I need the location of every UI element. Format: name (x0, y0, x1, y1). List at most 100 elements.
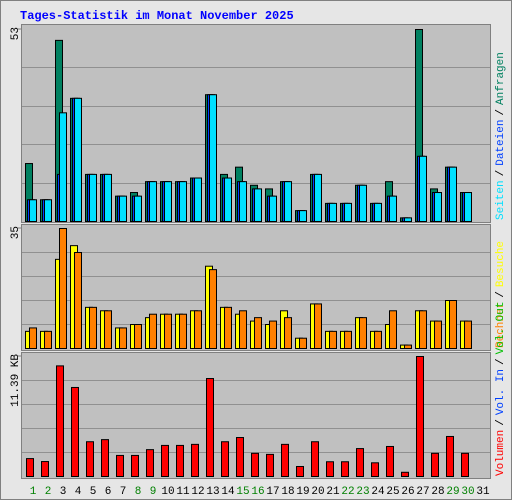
legend-entry: Seiten (495, 180, 507, 220)
bar (104, 310, 112, 349)
bar (464, 320, 472, 350)
bar (149, 181, 157, 222)
bar (284, 317, 292, 349)
x-tick-label: 24 (371, 486, 385, 498)
bar (416, 356, 424, 477)
bar (431, 452, 439, 478)
bar (206, 378, 214, 477)
bar (434, 320, 442, 350)
bar (461, 452, 469, 478)
bar (359, 317, 367, 349)
bar (314, 173, 322, 222)
bar (419, 155, 427, 222)
bar (224, 306, 232, 350)
bar (74, 252, 82, 349)
bar (311, 441, 319, 478)
bar (221, 441, 229, 478)
legend-entry: Vol. Out (495, 302, 507, 355)
bar (281, 443, 289, 477)
bar (161, 444, 169, 477)
bar (104, 173, 112, 222)
legend-entry: Anfragen (495, 52, 507, 105)
x-tick-label: 22 (341, 486, 354, 498)
x-tick-label: 15 (236, 486, 249, 498)
bar (404, 217, 412, 223)
legend: Volumen / Vol. In / Vol. Out (495, 302, 507, 476)
bar (329, 202, 337, 223)
bar (101, 439, 109, 477)
x-tick-label: 2 (45, 486, 52, 498)
legend-entry: Besuche (495, 241, 507, 287)
bar (194, 310, 202, 349)
bar (164, 313, 172, 350)
bar (269, 195, 277, 222)
legend: Rechner / Besuche (495, 241, 507, 348)
bar (86, 441, 94, 478)
bar (341, 461, 349, 477)
legend-entry: Vol. In (495, 369, 507, 415)
bar (464, 192, 472, 223)
bar (89, 306, 97, 350)
x-tick-label: 19 (296, 486, 309, 498)
x-tick-label: 27 (416, 486, 429, 498)
bar (239, 181, 247, 222)
legend-separator: / (495, 291, 507, 298)
bar (329, 330, 337, 350)
x-tick-label: 5 (90, 486, 97, 498)
bar (344, 202, 352, 223)
bar (326, 461, 334, 477)
bar (149, 313, 157, 350)
legend-entry: Rechner (495, 302, 507, 348)
bar (374, 330, 382, 350)
bar (191, 443, 199, 477)
legend-entry: Dateien (495, 120, 507, 166)
x-tick-label: 23 (356, 486, 369, 498)
bar (299, 337, 307, 350)
bar (119, 195, 127, 222)
bar (59, 112, 67, 222)
x-tick-label: 6 (105, 486, 112, 498)
bar (449, 166, 457, 222)
bar (404, 344, 412, 350)
bar (134, 195, 142, 222)
legend-separator: / (495, 109, 507, 116)
bar (236, 437, 244, 477)
legend-separator: / (495, 419, 507, 426)
x-tick-label: 31 (476, 486, 490, 498)
x-tick-label: 20 (311, 486, 324, 498)
bar (386, 445, 394, 478)
bar (344, 330, 352, 350)
bar (314, 303, 322, 349)
bar (389, 310, 397, 349)
bar (419, 310, 427, 349)
chart-title: Tages-Statistik im Monat November 2025 (20, 9, 294, 23)
bar (41, 461, 49, 478)
x-tick-label: 12 (191, 486, 204, 498)
legend-entry: Volumen (495, 430, 507, 476)
x-tick-label: 1 (30, 486, 37, 498)
x-tick-label: 30 (461, 486, 474, 498)
legend-separator: / (495, 170, 507, 177)
bar (59, 228, 67, 349)
bar (44, 199, 52, 222)
bar (194, 177, 202, 223)
bar (134, 324, 142, 349)
bar (209, 94, 217, 222)
bar (266, 453, 274, 478)
bar (176, 444, 184, 477)
bar (56, 365, 64, 477)
y-tick-label: 53 (10, 27, 22, 40)
bar (26, 458, 34, 477)
bar (446, 435, 454, 477)
bar (299, 210, 307, 223)
bar (296, 465, 304, 477)
x-tick-label: 13 (206, 486, 219, 498)
bar (179, 181, 187, 222)
bar (401, 471, 409, 477)
y-tick-label: 11.39 KB (10, 354, 22, 407)
bar (74, 97, 82, 222)
x-tick-label: 8 (135, 486, 142, 498)
x-tick-label: 28 (431, 486, 444, 498)
bar (29, 199, 37, 222)
